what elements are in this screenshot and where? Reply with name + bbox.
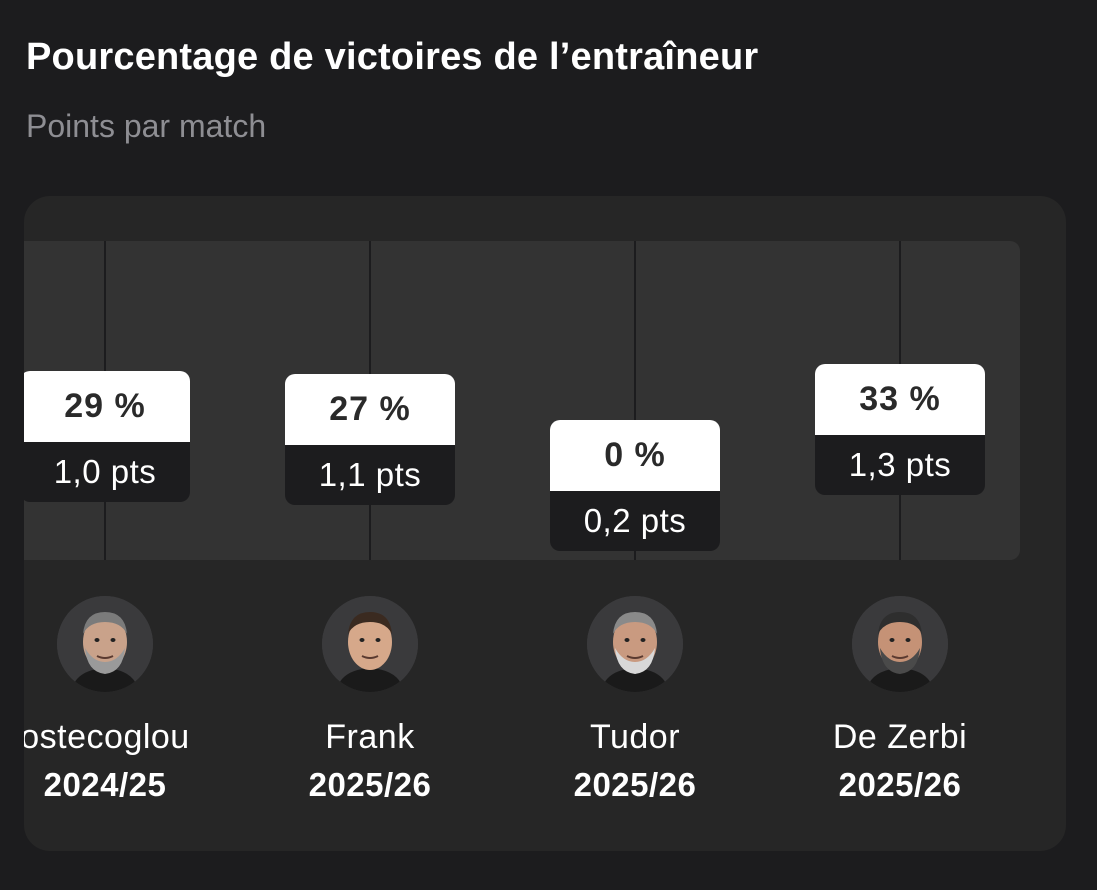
- win-percentage-label: 33 %: [815, 364, 985, 435]
- coach-season: 2025/26: [573, 766, 697, 803]
- coach-season: 2025/26: [838, 766, 962, 803]
- coach-name: De Zerbi: [832, 718, 968, 756]
- stat-label-1: 29 % 1,0 pts: [24, 370, 190, 502]
- points-per-match-label: 1,0 pts: [53, 452, 157, 490]
- coach-name: Tudor: [589, 718, 681, 756]
- points-per-match-label: 1,3 pts: [848, 446, 952, 483]
- win-percentage-label: 0 %: [550, 420, 720, 491]
- win-percentage-label: 27 %: [285, 374, 455, 446]
- page-title: Pourcentage de victoires de l’entraîneur: [26, 36, 759, 78]
- coach-chart-card: 29 % 1,0 pts ostecoglou 2024/25 27 % 1,1 pts F…: [24, 196, 1066, 851]
- coach-photo-icon[interactable]: [587, 596, 683, 692]
- points-per-match-label: 0,2 pts: [583, 502, 687, 539]
- coach-photo-icon[interactable]: [57, 596, 153, 692]
- stat-label-2: 27 % 1,1 pts: [285, 374, 455, 506]
- coach-season: 2025/26: [308, 766, 432, 803]
- page-subtitle: Points par match: [26, 108, 267, 144]
- stat-label-4: 33 % 1,3 pts: [815, 364, 985, 495]
- coach-photo-icon[interactable]: [322, 596, 418, 692]
- coach-season: 2024/25: [43, 766, 167, 803]
- coach-photo-icon[interactable]: [852, 596, 948, 692]
- gridline-3: [634, 241, 636, 560]
- coach-name: ostecoglou: [24, 718, 190, 756]
- points-per-match-label: 1,1 pts: [318, 456, 422, 494]
- coach-name: Frank: [325, 718, 415, 756]
- win-percentage-label: 29 %: [24, 370, 190, 442]
- stat-label-3: 0 % 0,2 pts: [550, 420, 720, 551]
